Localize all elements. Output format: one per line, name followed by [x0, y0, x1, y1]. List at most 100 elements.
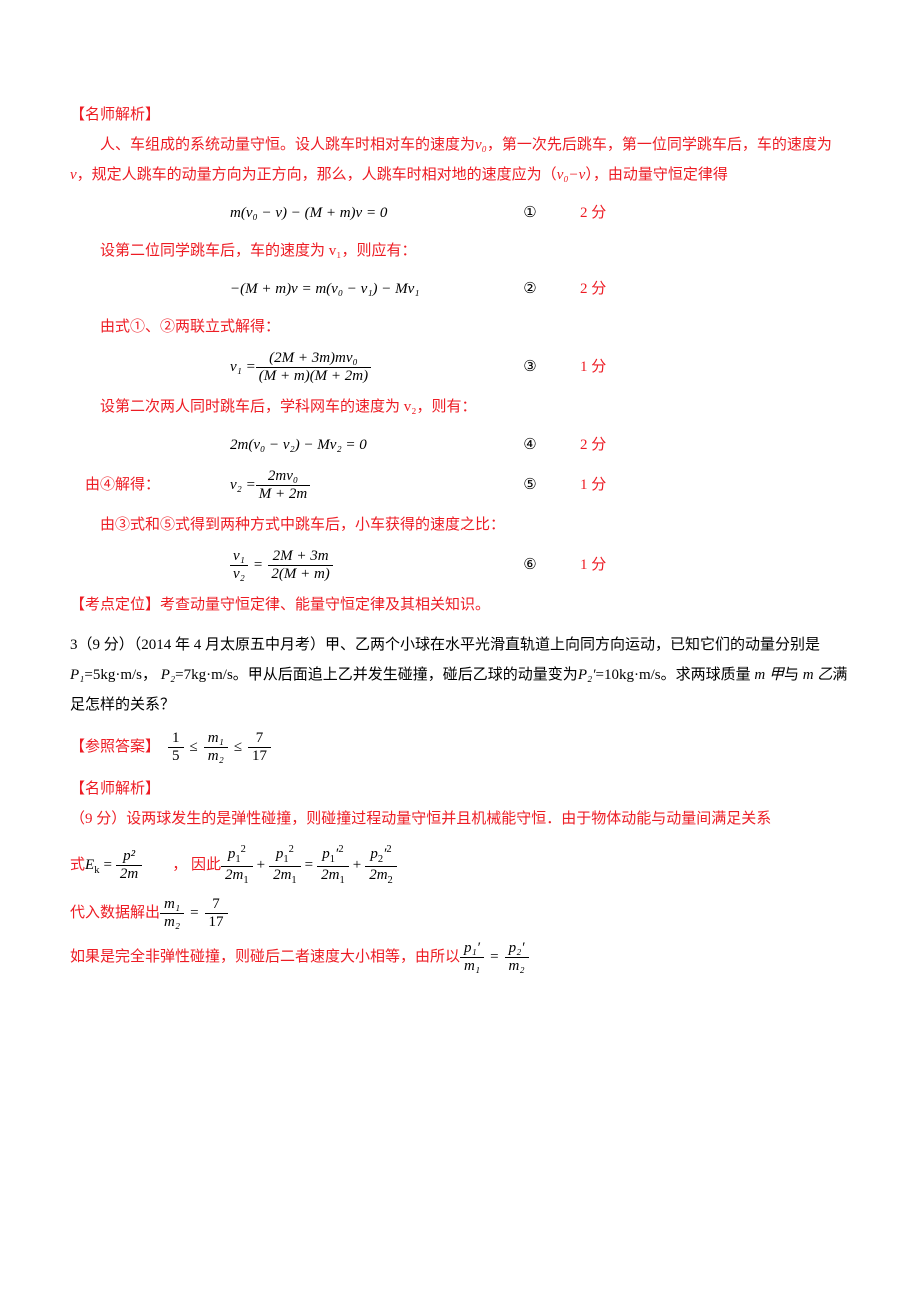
- eq-score: 2 分: [580, 430, 660, 460]
- numerator: m₁: [204, 730, 228, 748]
- text: ， 因此: [172, 850, 221, 880]
- denominator: 17: [248, 748, 271, 765]
- kaodian: 【考点定位】考查动量守恒定律、能量守恒定律及其相关知识。: [70, 590, 850, 620]
- numerator: 7: [205, 896, 228, 914]
- eq-mark: ⑥: [480, 550, 580, 580]
- text: 如果是完全非弹性碰撞，则碰后二者速度大小相等，由所以: [70, 942, 460, 972]
- denominator: (M + m)(M + 2m): [256, 368, 371, 385]
- var-v: v: [70, 167, 77, 183]
- text: =5kg·m/s，: [84, 667, 160, 683]
- eq-mark: ⑤: [480, 470, 580, 500]
- eq-expr: m(v₀ − v) − (M + m)v = 0: [230, 198, 480, 228]
- fraction-rhs: 2M + 3m 2(M + m): [268, 548, 332, 582]
- reference-answer: 【参照答案】 1 5 ≤ m₁ m₂ ≤ 7 17: [70, 730, 850, 764]
- var-p2: P₂: [161, 667, 175, 683]
- denominator: m₁: [460, 958, 484, 975]
- var-mjia: m 甲: [754, 667, 784, 683]
- numerator: 2mv₀: [256, 468, 310, 486]
- denominator: m₂: [204, 748, 228, 765]
- text: 式: [70, 850, 85, 880]
- lhs: v₂ =: [230, 470, 256, 500]
- numerator: 2M + 3m: [268, 548, 332, 566]
- eq-score: 1 分: [580, 470, 660, 500]
- eq-score: 2 分: [580, 274, 660, 304]
- denominator: 17: [205, 914, 228, 931]
- expr: v₀−v: [557, 167, 586, 183]
- frac-fin-l: p₁′ m₁: [460, 940, 484, 974]
- text: 人、车组成的系统动量守恒。设人跳车时相对车的速度为: [100, 137, 475, 153]
- frac-res-rhs: 7 17: [205, 896, 228, 930]
- eq-mark: ②: [480, 274, 580, 304]
- numerator: m₁: [160, 896, 184, 914]
- numerator: v₁: [230, 548, 248, 566]
- text: ，第一次先后跳车，第一位同学跳车后，车的速度为: [487, 137, 832, 153]
- analysis-paragraph-6: 由③式和⑤式得到两种方式中跳车后，小车获得的速度之比：: [70, 510, 850, 540]
- denominator: 5: [168, 748, 184, 765]
- frac-fin-r: p₂′ m₂: [505, 940, 529, 974]
- denominator: v₂: [230, 566, 248, 583]
- var-p2p: P₂′: [578, 667, 596, 683]
- frac-t1: p12 2m1: [221, 844, 253, 886]
- frac-mid: m₁ m₂: [204, 730, 228, 764]
- denominator: 2(M + m): [268, 566, 332, 583]
- denominator: m₂: [160, 914, 184, 931]
- fraction-lhs: v₁ v₂: [230, 548, 248, 582]
- var-myi: m 乙: [803, 667, 833, 683]
- equation-3: v₁ = (2M + 3m)mv₀ (M + m)(M + 2m) ③ 1 分: [70, 350, 850, 384]
- analysis2-p1: （9 分）设两球发生的是弹性碰撞，则碰撞过程动量守恒并且机械能守恒．由于物体动能…: [70, 804, 850, 834]
- eq-mark: ④: [480, 430, 580, 460]
- eq-expr: 2m(v₀ − v₂) − Mv₂ = 0: [230, 430, 480, 460]
- text: 与: [784, 667, 803, 683]
- numerator: (2M + 3m)mv₀: [256, 350, 371, 368]
- fraction: 2mv₀ M + 2m: [256, 468, 310, 502]
- equation-6: v₁ v₂ = 2M + 3m 2(M + m) ⑥ 1 分: [70, 548, 850, 582]
- analysis2-final: 如果是完全非弹性碰撞，则碰后二者速度大小相等，由所以 p₁′ m₁ = p₂′ …: [70, 940, 850, 974]
- frac-t4: p2′2 2m2: [365, 844, 397, 886]
- analysis-title: 【名师解析】: [70, 100, 850, 130]
- eq-score: 1 分: [580, 550, 660, 580]
- frac-t3: p1′2 2m1: [317, 844, 349, 886]
- analysis-paragraph-1: 人、车组成的系统动量守恒。设人跳车时相对车的速度为v₀，第一次先后跳车，第一位同…: [70, 130, 850, 190]
- numerator: p²: [116, 848, 142, 866]
- eq5-label: 由④解得：: [70, 470, 230, 500]
- text: ，规定人跳车的动量方向为正方向，那么，人跳车时相对地的速度应为（: [77, 167, 557, 183]
- frac-ek: p² 2m: [116, 848, 142, 882]
- numerator: p₁′: [460, 940, 484, 958]
- answer-label: 【参照答案】: [70, 732, 160, 762]
- fraction: (2M + 3m)mv₀ (M + m)(M + 2m): [256, 350, 371, 384]
- text: 代入数据解出: [70, 898, 160, 928]
- frac-t2: p12 2m1: [269, 844, 301, 886]
- text: 3（9 分）（2014 年 4 月太原五中月考）甲、乙两个小球在水平光滑直轨道上…: [70, 637, 820, 653]
- analysis-paragraph-3: 由式①、②两联立式解得：: [70, 312, 850, 342]
- text: =10kg·m/s。求两球质量: [595, 667, 754, 683]
- equation-1: m(v₀ − v) − (M + m)v = 0 ① 2 分: [70, 198, 850, 228]
- question-3: 3（9 分）（2014 年 4 月太原五中月考）甲、乙两个小球在水平光滑直轨道上…: [70, 630, 850, 720]
- equation-2: −(M + m)v = m(v₀ − v₁) − Mv₁ ② 2 分: [70, 274, 850, 304]
- lhs: v₁ =: [230, 352, 256, 382]
- denominator: m₂: [505, 958, 529, 975]
- analysis-title-2: 【名师解析】: [70, 774, 850, 804]
- text: ），由动量守恒定律得: [585, 167, 728, 183]
- var-p1: P₁: [70, 667, 84, 683]
- numerator: p₂′: [505, 940, 529, 958]
- analysis2-eq1: 式 Ek = p² 2m ， 因此 p12 2m1 + p12 2m1 = p1…: [70, 844, 850, 886]
- denominator: M + 2m: [256, 486, 310, 503]
- frac-res-lhs: m₁ m₂: [160, 896, 184, 930]
- eq-score: 2 分: [580, 198, 660, 228]
- equation-4: 2m(v₀ − v₂) − Mv₂ = 0 ④ 2 分: [70, 430, 850, 460]
- eq-score: 1 分: [580, 352, 660, 382]
- analysis-paragraph-4: 设第二次两人同时跳车后，学科网车的速度为 v₂，则有：: [70, 392, 850, 422]
- frac-right: 7 17: [248, 730, 271, 764]
- analysis2-result: 代入数据解出 m₁ m₂ = 7 17: [70, 896, 850, 930]
- frac-left: 1 5: [168, 730, 184, 764]
- eq-expr: −(M + m)v = m(v₀ − v₁) − Mv₁: [230, 274, 480, 304]
- text: =7kg·m/s。甲从后面追上乙并发生碰撞，碰后乙球的动量变为: [175, 667, 578, 683]
- analysis-paragraph-2: 设第二位同学跳车后，车的速度为 v₁，则应有：: [70, 236, 850, 266]
- numerator: 1: [168, 730, 184, 748]
- var-v0: v₀: [475, 137, 487, 153]
- eq-mark: ③: [480, 352, 580, 382]
- denominator: 2m: [116, 866, 142, 883]
- equation-5: 由④解得： v₂ = 2mv₀ M + 2m ⑤ 1 分: [70, 468, 850, 502]
- eq-mark: ①: [480, 198, 580, 228]
- numerator: 7: [248, 730, 271, 748]
